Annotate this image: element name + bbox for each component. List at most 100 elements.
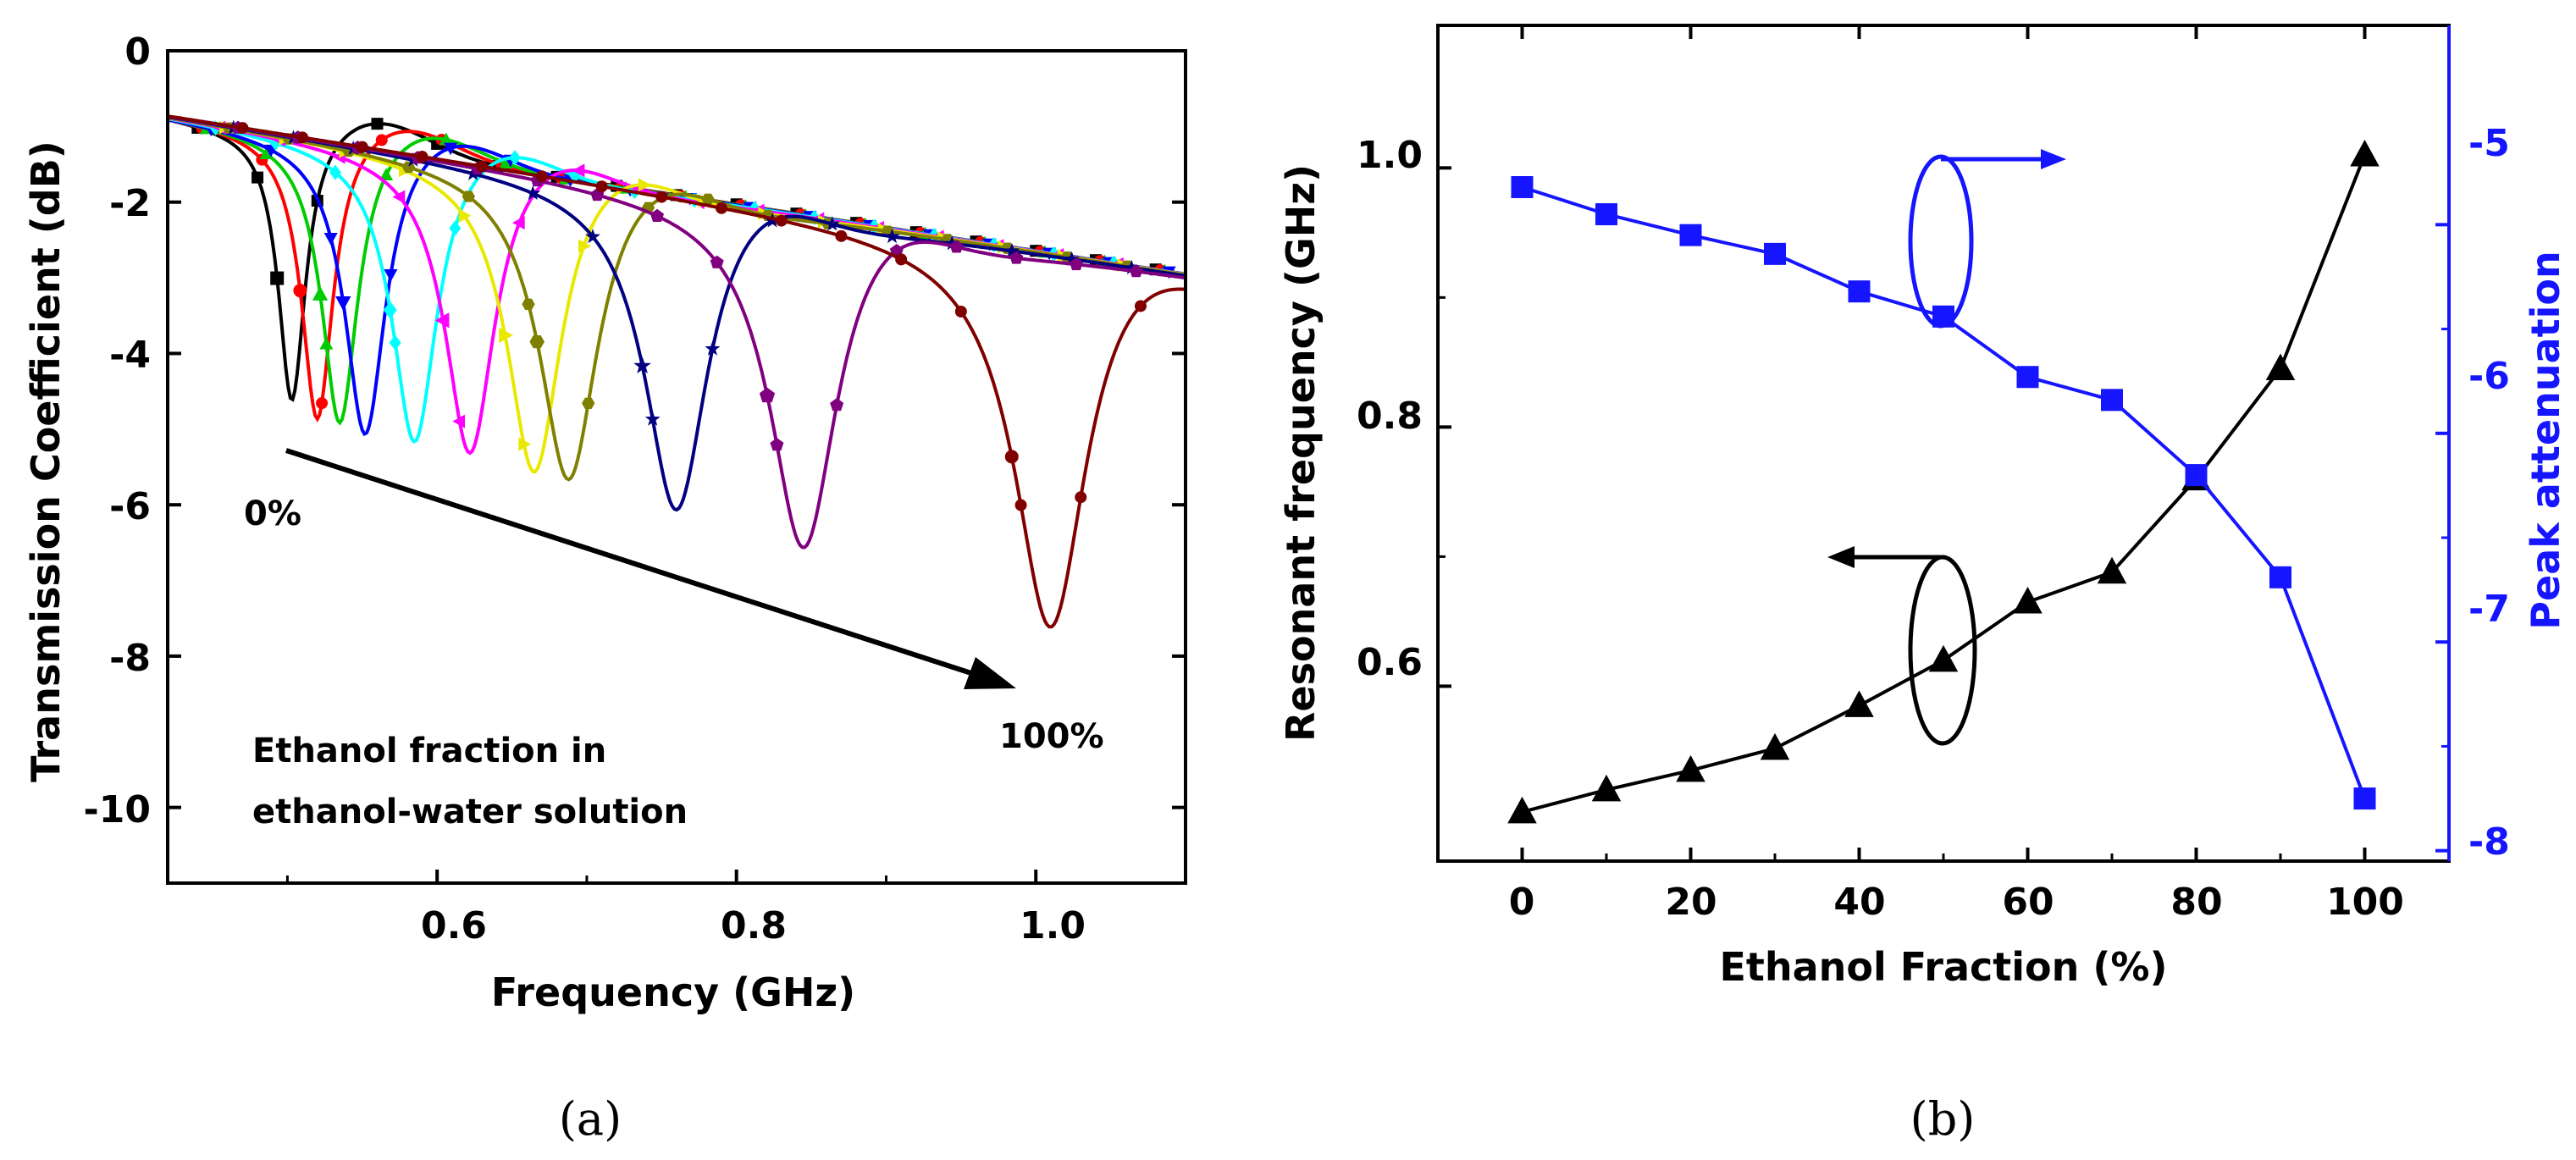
b-xtick-label: 20 <box>1665 881 1716 924</box>
a-series-marker-10 <box>595 180 608 193</box>
a-end-label: 100% <box>999 717 1104 756</box>
a-xtick-label: 1.0 <box>1020 904 1086 947</box>
a-series-line-10 <box>169 114 1185 629</box>
a-series-marker-4 <box>509 150 522 166</box>
b-ytick-right-label: -6 <box>2468 355 2510 398</box>
a-series-marker-4 <box>449 220 462 236</box>
a-trend-arrow-line <box>285 448 975 677</box>
a-ytick-label: -4 <box>109 334 151 377</box>
a-caption: (a) <box>559 1092 622 1146</box>
a-series-marker-8 <box>1064 251 1080 266</box>
a-note-line2: ethanol-water solution <box>252 793 688 831</box>
b-right-series-indicator-ellipse <box>1908 154 1974 329</box>
a-series-marker-9 <box>1069 257 1083 271</box>
a-series-marker-1 <box>293 284 307 298</box>
b-series-line-1 <box>1521 185 2367 799</box>
b-xtick-label: 0 <box>1509 881 1535 924</box>
a-series-marker-10 <box>775 214 788 227</box>
a-series-marker-0 <box>252 171 264 184</box>
a-series-marker-8 <box>824 216 840 231</box>
a-series-marker-10 <box>1004 450 1019 464</box>
a-series-marker-6 <box>499 327 513 344</box>
a-series-marker-2 <box>499 156 513 169</box>
a-series-marker-9 <box>889 243 904 257</box>
a-series-marker-10 <box>655 191 668 203</box>
a-series-marker-8 <box>944 235 960 251</box>
b-series-marker-0 <box>1591 774 1622 802</box>
a-series-marker-2 <box>259 146 274 159</box>
a-series-marker-7 <box>462 191 475 202</box>
a-series-marker-9 <box>1129 264 1143 278</box>
b-series-marker-0 <box>2265 353 2296 381</box>
b-series-marker-0 <box>1760 732 1790 760</box>
a-series-marker-6 <box>458 208 472 223</box>
a-series-marker-2 <box>379 168 394 180</box>
a-trend-arrow-head <box>964 657 1016 689</box>
b-series-marker-0 <box>1928 644 1959 672</box>
a-series-marker-7 <box>401 161 416 174</box>
a-start-label: 0% <box>244 494 301 533</box>
a-series-marker-10 <box>416 151 428 163</box>
a-series-marker-8 <box>633 356 651 373</box>
a-series-marker-9 <box>949 240 964 253</box>
b-series-marker-0 <box>1507 796 1537 824</box>
b-xtick-label: 80 <box>2170 881 2222 924</box>
a-series-marker-10 <box>535 170 548 183</box>
a-series-marker-9 <box>710 255 724 268</box>
b-ytick-right-label: -7 <box>2468 588 2510 631</box>
a-xtick-label: 0.8 <box>721 904 787 947</box>
a-series-marker-5 <box>452 414 465 428</box>
b-left-series-indicator-arrowhead <box>1827 546 1855 568</box>
a-series-marker-8 <box>1124 259 1140 274</box>
b-ytick-right-label: -8 <box>2468 820 2510 864</box>
a-series-marker-10 <box>1075 491 1087 504</box>
a-note-line1: Ethanol fraction in <box>252 732 606 771</box>
a-series-marker-7 <box>701 193 715 205</box>
panel-b: 0.6 0.8 1.0 -5 -6 -7 -8 0 20 40 60 80 10… <box>1278 24 2568 1146</box>
a-ytick-label: -8 <box>109 637 151 680</box>
b-series-marker-1 <box>1511 175 1534 198</box>
a-series-marker-10 <box>236 122 249 135</box>
b-y-axis-right-label: Peak attenuation <box>2523 251 2568 629</box>
a-series-marker-10 <box>1134 300 1147 312</box>
a-series-marker-6 <box>638 178 651 192</box>
a-ytick-label: -6 <box>109 485 151 528</box>
a-series-marker-0 <box>270 271 285 285</box>
b-ytick-right-label: -5 <box>2468 122 2510 165</box>
a-series-marker-4 <box>329 164 341 180</box>
b-series-marker-0 <box>1844 690 1874 717</box>
a-x-axis-label: Frequency (GHz) <box>491 969 855 1015</box>
b-xtick-label: 40 <box>1833 881 1885 924</box>
a-series-marker-7 <box>522 298 535 310</box>
b-caption: (b) <box>1910 1092 1976 1146</box>
b-xtick-label: 100 <box>2326 881 2404 924</box>
a-series-marker-9 <box>770 438 784 451</box>
a-series-marker-10 <box>954 305 967 318</box>
a-ytick-label: -10 <box>84 788 152 831</box>
a-series-marker-3 <box>444 142 458 156</box>
panel-a: 0 -2 -4 -6 -8 -10 0.6 0.8 1.0 Frequency … <box>23 30 1187 1146</box>
a-series-marker-5 <box>511 216 525 230</box>
a-series-marker-3 <box>323 232 338 246</box>
a-series-marker-8 <box>585 229 600 244</box>
b-series-marker-0 <box>2097 556 2127 584</box>
a-series-marker-5 <box>572 163 585 178</box>
b-series-marker-1 <box>2101 389 2123 412</box>
a-series-marker-10 <box>296 131 309 144</box>
b-series-line-0 <box>1521 154 2367 814</box>
a-series-marker-8 <box>644 411 661 426</box>
b-series-marker-1 <box>2353 787 2376 810</box>
a-series-marker-5 <box>392 190 406 204</box>
b-left-series-indicator-arrow <box>1848 555 1945 560</box>
a-series-marker-10 <box>716 202 728 214</box>
a-series-marker-4 <box>389 334 401 351</box>
b-series-marker-0 <box>1676 754 1705 782</box>
a-series-marker-9 <box>759 387 776 403</box>
b-plot-frame <box>1436 24 2451 863</box>
a-series-marker-4 <box>383 301 397 319</box>
b-y-axis-left-label: Resonant frequency (GHz) <box>1278 164 1324 742</box>
b-series-marker-1 <box>1679 224 1702 246</box>
a-series-marker-0 <box>371 118 384 130</box>
b-x-axis-label: Ethanol Fraction (%) <box>1719 944 2167 990</box>
a-series-marker-2 <box>312 286 329 301</box>
